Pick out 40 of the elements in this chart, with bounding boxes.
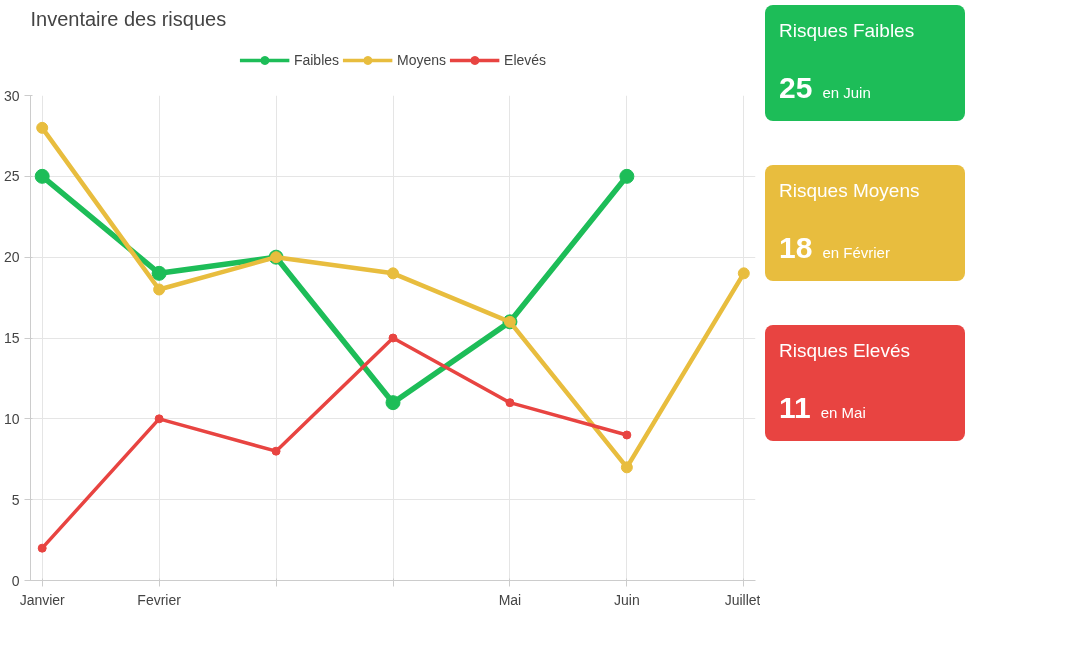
text: en Février (822, 243, 890, 261)
legend-label: Moyens (397, 51, 447, 68)
text: Risques Moyens (779, 179, 921, 203)
text: Risques Elevés (779, 339, 911, 363)
x-tick-label: Juin (614, 591, 640, 608)
point (622, 430, 632, 440)
y-tick-label: 15 (3, 330, 20, 346)
x-tick-label: Mai (498, 591, 522, 608)
point (36, 121, 49, 134)
text: 25 (779, 70, 813, 104)
x-tick-label: Fevrier (137, 591, 182, 608)
text: 11 (779, 390, 811, 424)
point (388, 333, 398, 343)
text: en Juin (822, 83, 871, 101)
text: en Mai (820, 403, 866, 421)
y-tick-label: 30 (3, 87, 20, 104)
point (619, 168, 635, 184)
y-tick-label: 0 (11, 572, 20, 589)
point (505, 398, 515, 408)
point (271, 446, 281, 456)
point (154, 414, 164, 424)
text: 18 (779, 230, 813, 264)
y-tick-label: 25 (3, 168, 20, 185)
point (34, 168, 50, 184)
legend-label: Faibles (293, 51, 340, 68)
legend-label: Elevés (504, 51, 547, 68)
text: Risques Faibles (779, 19, 916, 43)
point (387, 267, 399, 280)
y-tick-label: 10 (3, 410, 20, 427)
point (620, 461, 633, 474)
point (385, 395, 401, 411)
chart-title: Inventaire des risques (30, 7, 227, 30)
y-tick-label: 5 (11, 491, 20, 508)
point (151, 265, 167, 281)
x-tick-label: Janvier (19, 591, 66, 608)
point (737, 267, 750, 280)
x-tick-label: Juillet (724, 591, 761, 608)
point (153, 283, 166, 296)
point (37, 543, 47, 553)
y-tick-label: 20 (3, 249, 20, 266)
